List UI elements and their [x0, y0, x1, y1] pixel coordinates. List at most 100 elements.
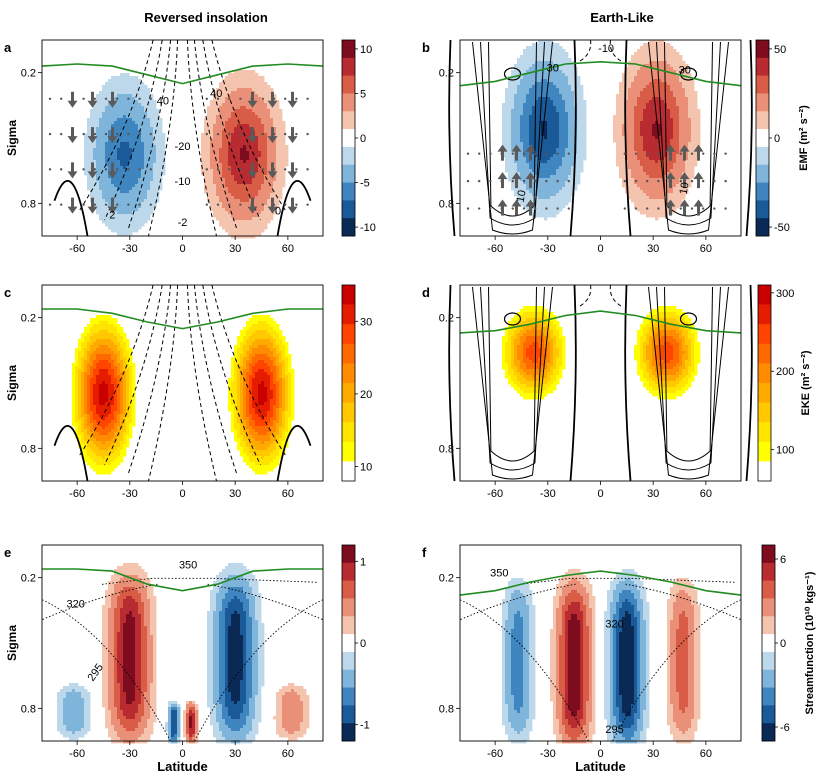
- field-cell: [544, 166, 548, 170]
- field-cell: [631, 136, 635, 140]
- field-cell: [93, 190, 97, 194]
- field-cell: [520, 115, 524, 119]
- field-cell: [526, 157, 530, 161]
- field-cell: [622, 133, 626, 137]
- field-cell: [526, 196, 530, 200]
- field-cell: [532, 181, 536, 185]
- field-cell: [111, 115, 115, 119]
- field-cell: [120, 142, 124, 146]
- field-cell: [234, 121, 238, 125]
- field-cell: [264, 151, 268, 155]
- field-cell: [628, 187, 632, 191]
- field-cell: [159, 139, 163, 143]
- field-cell: [273, 115, 277, 119]
- field-cell: [658, 169, 662, 173]
- field-cell: [676, 52, 680, 56]
- field-cell: [577, 103, 581, 107]
- field-cell: [135, 163, 139, 167]
- field-cell: [147, 103, 151, 107]
- field-cell: [225, 148, 229, 152]
- field-cell: [141, 85, 145, 89]
- column-title-left: Reversed insolation: [144, 10, 268, 25]
- field-cell: [213, 166, 217, 170]
- field-cell: [568, 82, 572, 86]
- field-cell: [628, 178, 632, 182]
- field-cell: [240, 208, 244, 212]
- field-cell: [261, 115, 265, 119]
- field-cell: [282, 181, 286, 185]
- field-cell: [150, 157, 154, 161]
- field-cell: [640, 181, 644, 185]
- field-cell: [255, 85, 259, 89]
- field-cell: [553, 85, 557, 89]
- field-cell: [276, 118, 280, 122]
- field-cell: [658, 214, 662, 218]
- field-cell: [637, 196, 641, 200]
- field-cell: [255, 157, 259, 161]
- field-cell: [664, 187, 668, 191]
- field-cell: [246, 172, 250, 176]
- field-cell: [544, 58, 548, 62]
- contour-label: -10: [175, 176, 191, 188]
- field-cell: [240, 157, 244, 161]
- field-cell: [144, 157, 148, 161]
- field-cell: [270, 115, 274, 119]
- field-cell: [550, 196, 554, 200]
- field-cell: [529, 139, 533, 143]
- field-cell: [526, 61, 530, 65]
- field-cell: [550, 79, 554, 83]
- field-cell: [523, 91, 527, 95]
- field-cell: [258, 157, 262, 161]
- field-cell: [652, 199, 656, 203]
- field-cell: [673, 199, 677, 203]
- field-cell: [673, 73, 677, 77]
- field-cell: [649, 172, 653, 176]
- field-cell: [553, 97, 557, 101]
- field-cell: [147, 94, 151, 98]
- field-cell: [568, 193, 572, 197]
- field-cell: [508, 106, 512, 110]
- field-cell: [210, 193, 214, 197]
- field-cell: [580, 169, 584, 173]
- field-cell: [222, 157, 226, 161]
- field-cell: [520, 88, 524, 92]
- field-cell: [258, 220, 262, 224]
- colorbar-swatch: [342, 129, 355, 148]
- field-cell: [240, 214, 244, 218]
- field-cell: [264, 127, 268, 131]
- field-cell: [538, 61, 542, 65]
- field-cell: [526, 55, 530, 59]
- field-cell: [562, 184, 566, 188]
- field-cell: [108, 109, 112, 113]
- field-cell: [258, 139, 262, 143]
- field-cell: [634, 82, 638, 86]
- field-cell: [126, 154, 130, 158]
- field-cell: [526, 121, 530, 125]
- field-cell: [90, 190, 94, 194]
- field-cell: [240, 106, 244, 110]
- field-cell: [93, 106, 97, 110]
- field-cell: [222, 208, 226, 212]
- field-cell: [261, 223, 265, 227]
- field-cell: [132, 97, 136, 101]
- field-cell: [228, 178, 232, 182]
- field-cell: [562, 133, 566, 137]
- field-cell: [652, 64, 656, 68]
- field-cell: [667, 127, 671, 131]
- field-cell: [547, 181, 551, 185]
- flux-dot: [48, 203, 52, 206]
- field-cell: [105, 205, 109, 209]
- field-cell: [231, 190, 235, 194]
- field-cell: [126, 127, 130, 131]
- field-cell: [228, 172, 232, 176]
- field-cell: [619, 88, 623, 92]
- field-cell: [231, 202, 235, 206]
- field-cell: [162, 136, 166, 140]
- field-cell: [625, 85, 629, 89]
- field-cell: [207, 124, 211, 128]
- field-cell: [565, 169, 569, 173]
- field-cell: [102, 100, 106, 104]
- field-cell: [565, 121, 569, 125]
- field-cell: [646, 52, 650, 56]
- field-cell: [147, 154, 151, 158]
